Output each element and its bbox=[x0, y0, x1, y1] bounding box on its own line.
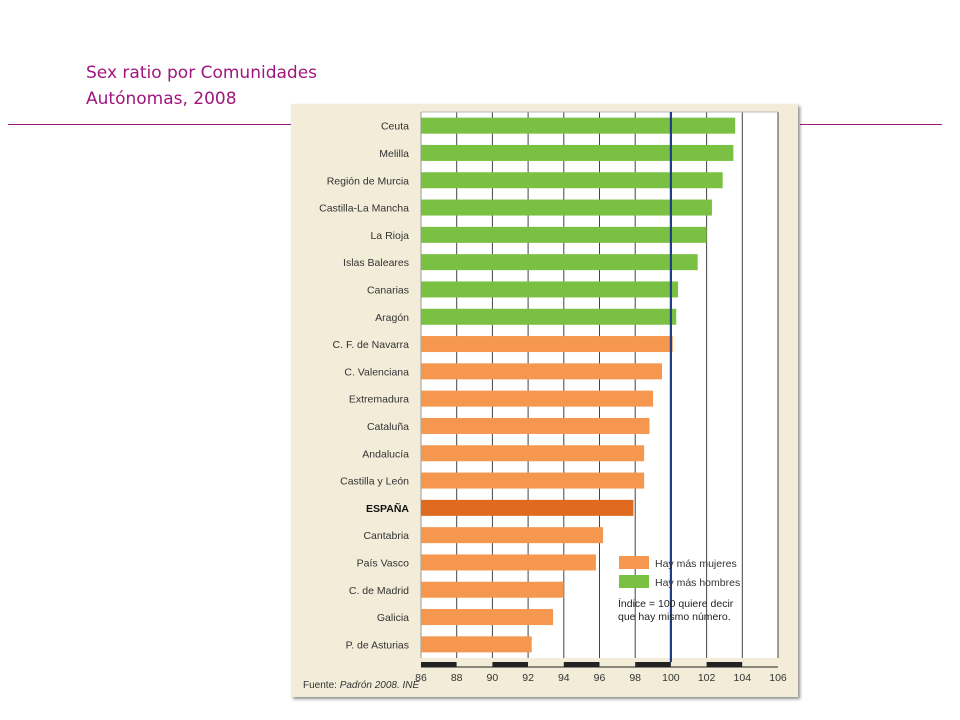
axis-segment-90 bbox=[492, 662, 529, 667]
axis-segment-102 bbox=[706, 662, 743, 667]
category-label-region-de-murcia: Región de Murcia bbox=[327, 175, 409, 187]
note-line-1: Índice = 100 quiere decir bbox=[618, 597, 734, 610]
axis-segment-96 bbox=[599, 662, 636, 667]
x-tick-label-102: 102 bbox=[698, 672, 716, 684]
title-rule-right bbox=[800, 124, 942, 125]
category-label-pais-vasco: País Vasco bbox=[357, 557, 409, 569]
legend-label-female: Hay más mujeres bbox=[655, 558, 737, 570]
bar-espana bbox=[421, 499, 634, 516]
bar-castilla-la-mancha bbox=[421, 199, 712, 216]
axis-segment-104 bbox=[742, 662, 778, 667]
category-label-canarias: Canarias bbox=[367, 284, 409, 296]
category-label-melilla: Melilla bbox=[379, 148, 409, 160]
bar-melilla bbox=[421, 144, 734, 161]
slide-title-line-1: Sex ratio por Comunidades bbox=[86, 63, 318, 83]
category-label-c-valenciana: C. Valenciana bbox=[344, 366, 409, 378]
bar-p-de-asturias bbox=[421, 636, 532, 653]
category-label-ceuta: Ceuta bbox=[381, 121, 409, 133]
bar-ceuta bbox=[421, 117, 736, 134]
slide-title-line-2: Autónomas, 2008 bbox=[86, 89, 237, 109]
bar-aragon bbox=[421, 308, 677, 325]
bars bbox=[421, 117, 736, 653]
bar-la-rioja bbox=[421, 226, 707, 243]
category-label-espana: ESPAÑA bbox=[366, 502, 409, 515]
source-prefix: Fuente: bbox=[303, 680, 340, 691]
legend-label-male: Hay más hombres bbox=[655, 577, 740, 589]
source-name: Padrón 2008. INE bbox=[340, 680, 420, 691]
axis-segment-100 bbox=[670, 662, 707, 667]
bar-c-valenciana bbox=[421, 363, 662, 380]
category-label-castilla-y-leon: Castilla y León bbox=[340, 476, 409, 488]
slide-title: Sex ratio por Comunidades Autónomas, 200… bbox=[86, 60, 386, 112]
x-tick-label-96: 96 bbox=[594, 672, 606, 684]
sex-ratio-chart: Ceuta Melilla Región de Murcia Castilla-La … bbox=[303, 111, 787, 691]
category-label-castilla-la-mancha: Castilla-La Mancha bbox=[319, 203, 409, 215]
category-label-cataluna: Cataluña bbox=[367, 421, 409, 433]
bar-pais-vasco bbox=[421, 554, 596, 571]
bar-cantabria bbox=[421, 527, 604, 544]
category-label-cantabria: Cantabria bbox=[363, 530, 409, 542]
bar-galicia bbox=[421, 609, 554, 626]
axis-segment-98 bbox=[635, 662, 671, 667]
bar-c-f-de-navarra bbox=[421, 336, 673, 353]
note-line-2: que hay mismo número. bbox=[618, 611, 731, 623]
source-note: Fuente: Padrón 2008. INE bbox=[303, 680, 420, 691]
category-label-c-f-de-navarra: C. F. de Navarra bbox=[333, 339, 410, 351]
bar-castilla-y-leon bbox=[421, 472, 645, 489]
x-tick-label-106: 106 bbox=[769, 672, 787, 684]
x-tick-label-104: 104 bbox=[734, 672, 752, 684]
x-tick-label-94: 94 bbox=[558, 672, 570, 684]
title-rule-left bbox=[8, 124, 292, 125]
category-labels: Ceuta Melilla Región de Murcia Castilla-La … bbox=[319, 121, 409, 652]
x-tick-label-92: 92 bbox=[522, 672, 534, 684]
legend-swatch-female bbox=[619, 556, 649, 569]
bar-extremadura bbox=[421, 390, 654, 407]
bar-cataluna bbox=[421, 417, 650, 434]
category-label-p-de-asturias: P. de Asturias bbox=[346, 639, 409, 651]
axis-segment-86 bbox=[421, 662, 457, 667]
x-tick-label-88: 88 bbox=[451, 672, 463, 684]
bar-region-de-murcia bbox=[421, 172, 723, 189]
axis-segment-92 bbox=[528, 662, 564, 667]
x-tick-label-98: 98 bbox=[629, 672, 641, 684]
legend: Hay más mujeres Hay más hombres Índice =… bbox=[618, 556, 740, 623]
category-label-galicia: Galicia bbox=[377, 612, 409, 624]
axis-segment-88 bbox=[456, 662, 493, 667]
bar-canarias bbox=[421, 281, 679, 298]
category-label-extremadura: Extremadura bbox=[349, 394, 409, 406]
bar-c-de-madrid bbox=[421, 581, 564, 598]
chart-figure: Ceuta Melilla Región de Murcia Castilla-La … bbox=[291, 104, 798, 697]
category-label-la-rioja: La Rioja bbox=[370, 230, 409, 242]
bar-andalucia bbox=[421, 445, 645, 462]
x-axis: 86 88 90 92 94 96 98 100 102 104 106 bbox=[415, 662, 787, 684]
x-tick-label-90: 90 bbox=[487, 672, 499, 684]
x-tick-label-100: 100 bbox=[662, 672, 680, 684]
category-label-andalucia: Andalucía bbox=[362, 448, 409, 460]
category-label-aragon: Aragón bbox=[375, 312, 409, 324]
legend-swatch-male bbox=[619, 575, 649, 588]
x-tick-label-86: 86 bbox=[415, 672, 427, 684]
axis-segment-94 bbox=[563, 662, 600, 667]
category-label-c-de-madrid: C. de Madrid bbox=[349, 585, 409, 597]
bar-islas-baleares bbox=[421, 254, 698, 271]
category-label-islas-baleares: Islas Baleares bbox=[343, 257, 409, 269]
